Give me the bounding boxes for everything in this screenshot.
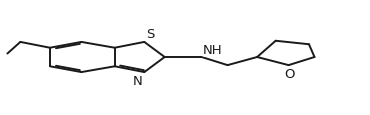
Text: S: S: [146, 28, 155, 41]
Text: O: O: [285, 67, 295, 80]
Text: N: N: [133, 74, 142, 87]
Text: NH: NH: [203, 43, 222, 56]
